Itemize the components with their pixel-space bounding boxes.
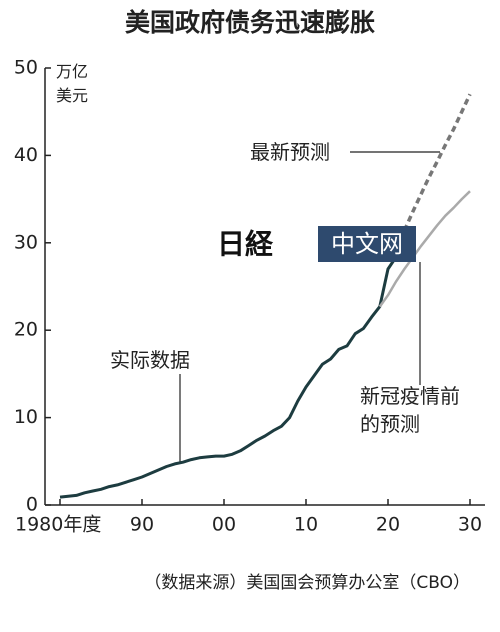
- x-tick-label: 30: [458, 514, 482, 536]
- series-label: 最新预测: [250, 140, 330, 164]
- source: （数据来源）美国国会预算办公室（CBO）: [144, 573, 470, 593]
- y-tick-label: 40: [14, 144, 38, 166]
- watermark-box: [318, 226, 416, 262]
- y-tick-label: 10: [14, 406, 38, 428]
- series-line: [402, 93, 472, 232]
- x-tick-label: 1980年度: [15, 514, 101, 536]
- x-tick-label: 20: [376, 514, 400, 536]
- series-line: [59, 230, 406, 499]
- y-unit: 万亿美元: [56, 62, 89, 105]
- series-line: [378, 190, 471, 308]
- y-tick-label: 0: [26, 494, 38, 516]
- series-label: 新冠疫情前的预测: [360, 384, 460, 436]
- chart-title: 美国政府债务迅速膨胀: [125, 8, 375, 37]
- x-tick-label: 10: [294, 514, 318, 536]
- watermark: 日経 中文网: [175, 226, 416, 262]
- y-tick-label: 50: [14, 57, 38, 79]
- series-label: 实际数据: [110, 348, 190, 372]
- y-tick-label: 30: [14, 231, 38, 253]
- watermark-logo: 日経: [217, 228, 274, 261]
- x-tick-label: 90: [130, 514, 154, 536]
- x-tick-label: 00: [212, 514, 236, 536]
- watermark-bg: [175, 228, 315, 262]
- y-tick-label: 20: [14, 319, 38, 341]
- watermark-text: 中文网: [331, 230, 403, 258]
